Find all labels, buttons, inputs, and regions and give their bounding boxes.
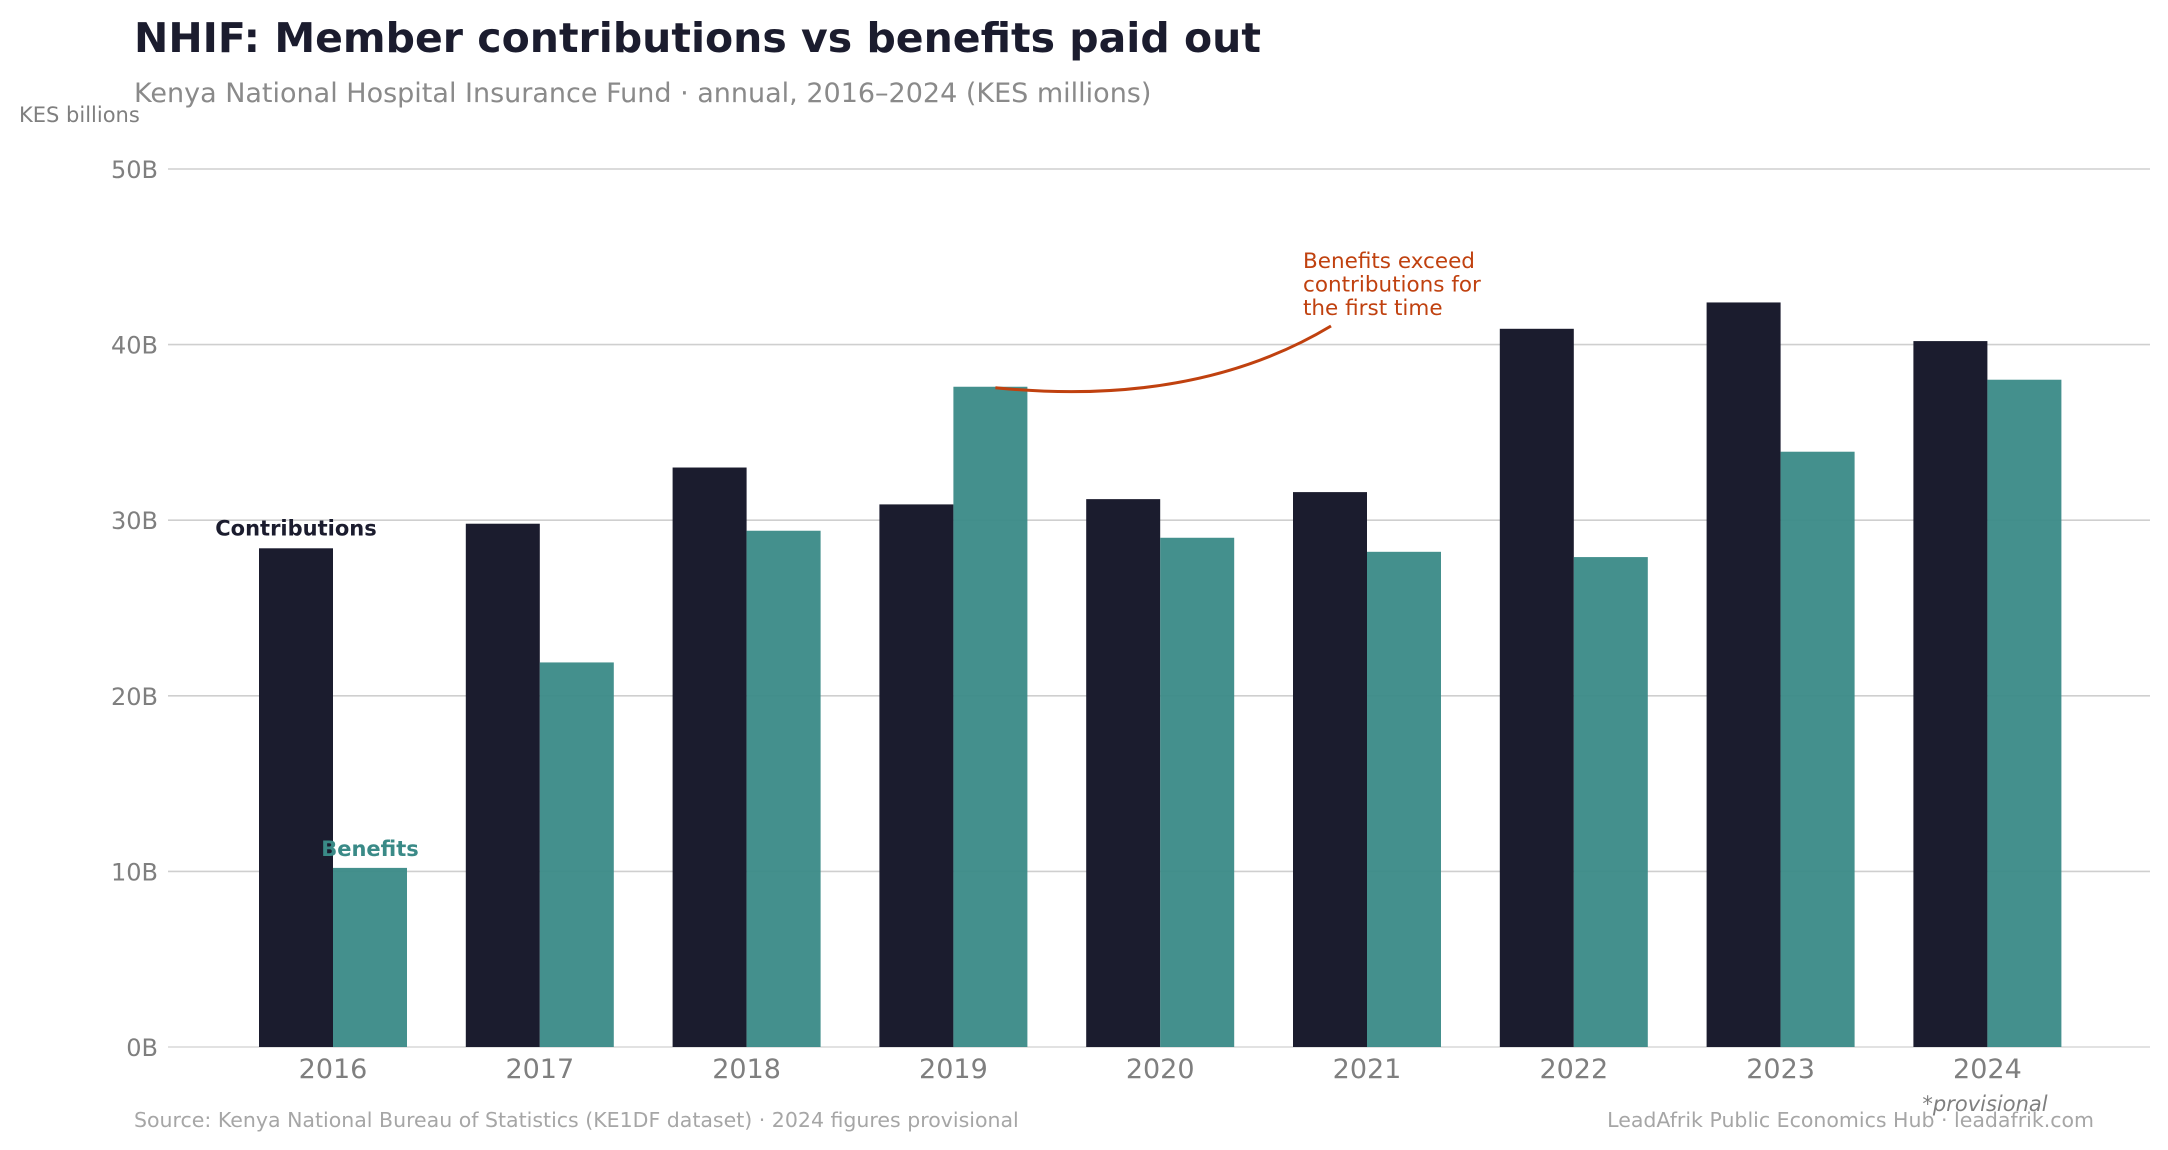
annotation-arrow [995,324,1332,394]
series-labels: Contributions Benefits [215,516,419,861]
annotation-line: the first time [1303,296,1443,321]
source-note: Source: Kenya National Bureau of Statist… [134,1108,1019,1132]
chart-subtitle: Kenya National Hospital Insurance Fund ·… [134,78,1151,109]
x-tick-label: 2018 [712,1054,781,1085]
bars [259,302,2062,1048]
series-label-contributions: Contributions [215,516,376,540]
credit-note: LeadAfrik Public Economics Hub · leadafr… [1607,1108,2094,1132]
bar-contributions-2022 [1499,328,1574,1047]
x-tick-label: 2023 [1746,1054,1815,1085]
x-axis-ticks: 2016 2017 2018 2019 2020 2021 2022 2023 2024 [299,1054,2022,1085]
y-tick-label: 50B [111,156,158,184]
y-unit-label: KES billions [19,103,140,127]
y-tick-label: 40B [111,332,158,360]
x-tick-label: 2017 [505,1054,574,1085]
x-tick-label: 2022 [1539,1054,1608,1085]
bar-contributions-2018 [672,467,747,1047]
annotation-line: contributions for [1303,273,1481,298]
x-tick-label: 2016 [299,1054,368,1085]
provisional-note: *provisional [1922,1092,2047,1116]
bar-contributions-2021 [1293,492,1367,1047]
y-tick-label: 10B [111,858,158,886]
x-tick-label: 2019 [919,1054,988,1085]
x-tick-label: 2024 [1953,1054,2022,1085]
bar-benefits-2017 [539,662,614,1047]
bar-benefits-2022 [1573,557,1648,1047]
bar-contributions-2023 [1706,302,1781,1047]
bar-contributions-2019 [879,504,954,1047]
annotation-text: Benefits exceed contributions for the firs… [1303,249,1481,321]
y-tick-label: 20B [111,683,158,711]
series-label-benefits: Benefits [321,837,419,861]
bar-benefits-2021 [1367,551,1441,1047]
annotation-line: Benefits exceed [1303,249,1475,274]
bar-benefits-2020 [1160,537,1235,1047]
x-tick-label: 2020 [1126,1054,1195,1085]
y-tick-label: 30B [111,507,158,535]
bar-benefits-2016 [333,867,407,1047]
y-axis-ticks: 0B 10B 20B 30B 40B 50B [111,156,158,1062]
bar-contributions-2017 [465,523,540,1047]
bar-contributions-2016 [259,548,333,1047]
bar-contributions-2024 [1913,341,1988,1047]
annotation: Benefits exceed contributions for the firs… [995,249,1481,394]
bar-benefits-2023 [1780,451,1855,1047]
x-tick-label: 2021 [1333,1054,1402,1085]
bar-benefits-2019 [953,386,1028,1047]
bar-contributions-2020 [1086,499,1161,1047]
bar-benefits-2018 [746,530,821,1047]
y-tick-label: 0B [126,1034,158,1062]
bar-benefits-2024 [1987,379,2062,1048]
chart-title: NHIF: Member contributions vs benefits p… [134,14,1261,62]
